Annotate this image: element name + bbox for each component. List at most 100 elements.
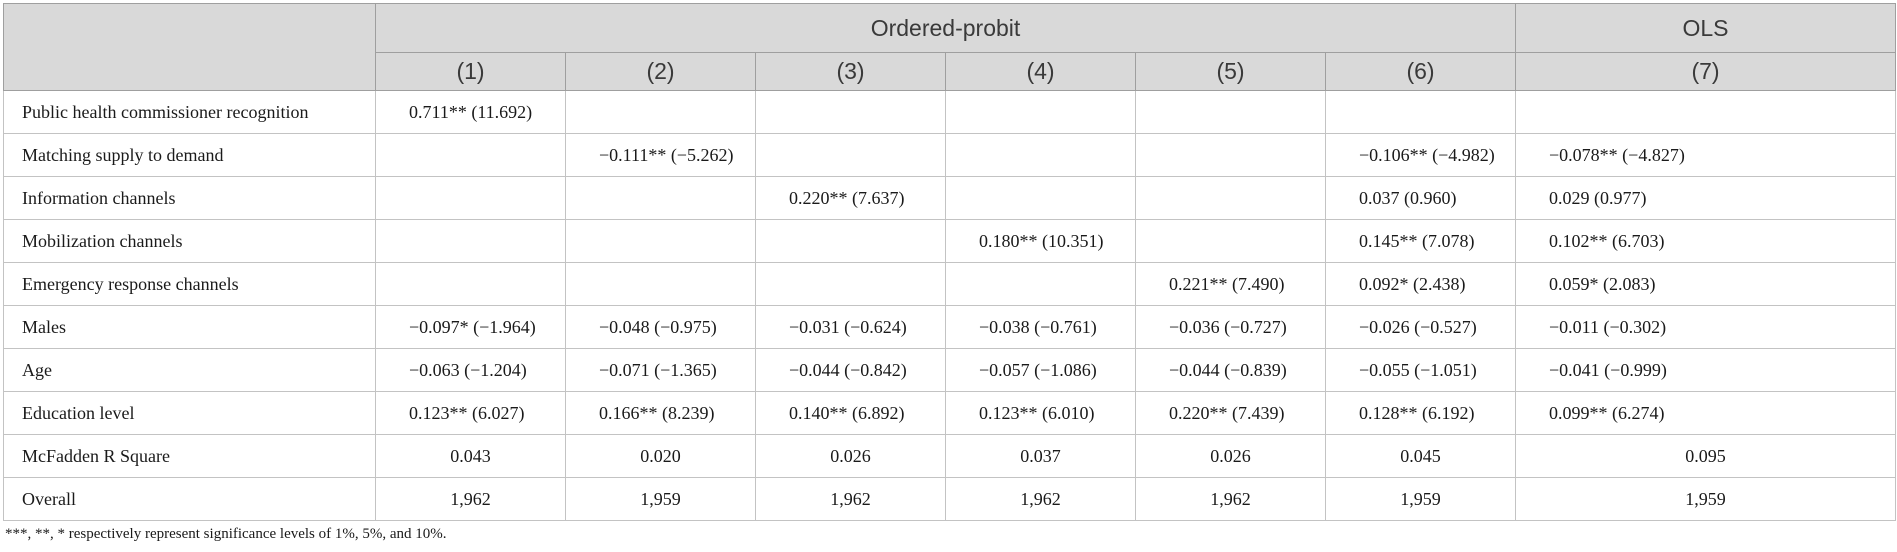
regression-table: Ordered-probit OLS (1) (2) (3) (4) (5) (… [3,3,1897,521]
table-cell [1135,90,1326,134]
column-header: (3) [755,52,946,91]
table-cell [375,176,566,220]
table-cell [375,219,566,263]
table-row: Emergency response channels 0.221** (7.49… [3,262,1897,306]
row-label: McFadden R Square [3,434,376,478]
table-cell: 0.037 (0.960) [1324,176,1517,220]
table-cell [755,133,946,177]
table-cell: −0.055 (−1.051) [1324,348,1517,392]
table-row: Matching supply to demand −0.111** (−5.26… [3,133,1897,177]
table-cell: 0.095 [1515,434,1897,478]
table-cell: −0.057 (−1.086) [945,348,1136,392]
table-cell: −0.044 (−0.839) [1135,348,1326,392]
table-cell: 0.166** (8.239) [565,391,756,435]
table-row: Information channels 0.220** (7.637) 0.037… [3,176,1897,220]
table-cell [755,219,946,263]
table-row: Mobilization channels 0.180** (10.351) 0.1… [3,219,1897,263]
table-cell: 0.220** (7.637) [755,176,946,220]
table-cell: 0.140** (6.892) [755,391,946,435]
table-cell [755,262,946,306]
regression-table-container: Ordered-probit OLS (1) (2) (3) (4) (5) (… [3,3,1897,521]
header-group-ordered-probit: Ordered-probit [374,3,1517,53]
table-cell: 0.020 [565,434,756,478]
table-cell [375,133,566,177]
table-cell: 0.128** (6.192) [1324,391,1517,435]
table-cell: 0.220** (7.439) [1135,391,1326,435]
table-cell: 0.180** (10.351) [945,219,1136,263]
table-cell [945,90,1136,134]
column-header: (5) [1135,52,1326,91]
table-cell [1135,133,1326,177]
table-cell: −0.048 (−0.975) [565,305,756,349]
header-group-ols: OLS [1515,3,1897,53]
column-header: (6) [1324,52,1517,91]
table-cell: 1,959 [1324,477,1517,521]
table-cell [945,262,1136,306]
table-cell [1515,90,1897,134]
table-cell [945,176,1136,220]
row-label: Matching supply to demand [3,133,376,177]
table-cell [1135,219,1326,263]
table-cell: 0.026 [1135,434,1326,478]
table-cell: −0.106** (−4.982) [1324,133,1517,177]
table-cell: 0.026 [755,434,946,478]
table-cell [1135,176,1326,220]
table-cell: −0.031 (−0.624) [755,305,946,349]
table-row: Overall 1,962 1,959 1,962 1,962 1,962 1,959 1,9… [3,477,1897,521]
table-row: McFadden R Square 0.043 0.020 0.026 0.037 0.0… [3,434,1897,478]
table-footnote: ***, **, * respectively represent signif… [5,526,447,542]
table-cell: 0.711** (11.692) [375,90,566,134]
row-label: Mobilization channels [3,219,376,263]
column-header: (7) [1515,52,1897,91]
table-body: Public health commissioner recognition 0.… [3,90,1897,521]
table-cell: 0.102** (6.703) [1515,219,1897,263]
table-cell: 0.092* (2.438) [1324,262,1517,306]
table-cell [565,219,756,263]
header-blank-cell [3,3,376,91]
table-cell [565,262,756,306]
header-group-row: Ordered-probit OLS [3,3,1897,91]
table-cell [755,90,946,134]
table-cell [565,176,756,220]
table-header: Ordered-probit OLS (1) (2) (3) (4) (5) (… [3,3,1897,91]
row-label: Public health commissioner recognition [3,90,376,134]
table-cell: 0.045 [1324,434,1517,478]
table-cell: 0.145** (7.078) [1324,219,1517,263]
table-cell [375,262,566,306]
table-cell: 1,962 [755,477,946,521]
table-cell [945,133,1136,177]
table-cell: −0.063 (−1.204) [375,348,566,392]
column-header: (1) [375,52,566,91]
table-cell: 1,962 [945,477,1136,521]
table-cell [565,90,756,134]
row-label: Age [3,348,376,392]
table-cell: 1,959 [565,477,756,521]
table-row: Education level 0.123** (6.027) 0.166** (8… [3,391,1897,435]
table-cell: 1,962 [375,477,566,521]
table-cell: 0.123** (6.027) [375,391,566,435]
row-label: Information channels [3,176,376,220]
table-cell: 1,962 [1135,477,1326,521]
table-cell: 0.037 [945,434,1136,478]
table-cell: −0.044 (−0.842) [755,348,946,392]
column-header: (4) [945,52,1136,91]
table-cell: −0.036 (−0.727) [1135,305,1326,349]
table-cell: −0.078** (−4.827) [1515,133,1897,177]
table-cell: −0.071 (−1.365) [565,348,756,392]
header-column-row: (1) (2) (3) (4) (5) (6) (7) [4,52,1897,91]
table-cell: 0.221** (7.490) [1135,262,1326,306]
table-cell: 0.043 [375,434,566,478]
table-cell: −0.041 (−0.999) [1515,348,1897,392]
table-cell: 0.123** (6.010) [945,391,1136,435]
table-cell: 1,959 [1515,477,1897,521]
table-row: Age −0.063 (−1.204) −0.071 (−1.365) −0.044 … [3,348,1897,392]
table-cell: 0.099** (6.274) [1515,391,1897,435]
table-row: Males −0.097* (−1.964) −0.048 (−0.975) −0.0… [3,305,1897,349]
table-row: Public health commissioner recognition 0.… [3,90,1897,134]
table-cell [1324,90,1517,134]
row-label: Education level [3,391,376,435]
table-cell: −0.026 (−0.527) [1324,305,1517,349]
row-label: Males [3,305,376,349]
row-label: Emergency response channels [3,262,376,306]
table-cell: 0.029 (0.977) [1515,176,1897,220]
